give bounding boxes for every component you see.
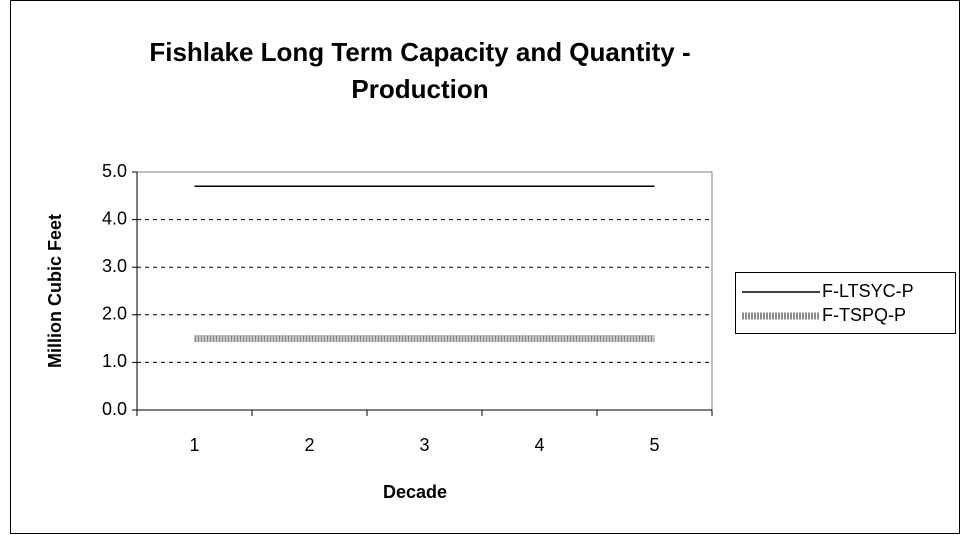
x-tick-label: 1 — [189, 435, 199, 455]
legend-label: F-TSPQ-P — [822, 305, 906, 325]
y-tick-label: 4.0 — [102, 208, 127, 228]
legend-label: F-LTSYC-P — [822, 281, 914, 301]
y-tick-label: 3.0 — [102, 256, 127, 276]
chart-title: Fishlake Long Term Capacity and Quantity… — [149, 37, 691, 104]
x-tick-label: 4 — [534, 435, 544, 455]
x-tick-label: 2 — [304, 435, 314, 455]
y-tick-label: 5.0 — [102, 161, 127, 181]
x-tick-label: 3 — [419, 435, 429, 455]
x-tick-label: 5 — [649, 435, 659, 455]
chart-border — [10, 0, 960, 534]
y-tick-label: 1.0 — [102, 351, 127, 371]
plot-area — [136, 171, 713, 411]
y-tick-label: 2.0 — [102, 304, 127, 324]
y-tick-label: 0.0 — [102, 399, 127, 419]
y-axis-label: Million Cubic Feet — [45, 214, 65, 368]
legend — [735, 272, 956, 334]
x-axis-label: Decade — [383, 482, 447, 502]
